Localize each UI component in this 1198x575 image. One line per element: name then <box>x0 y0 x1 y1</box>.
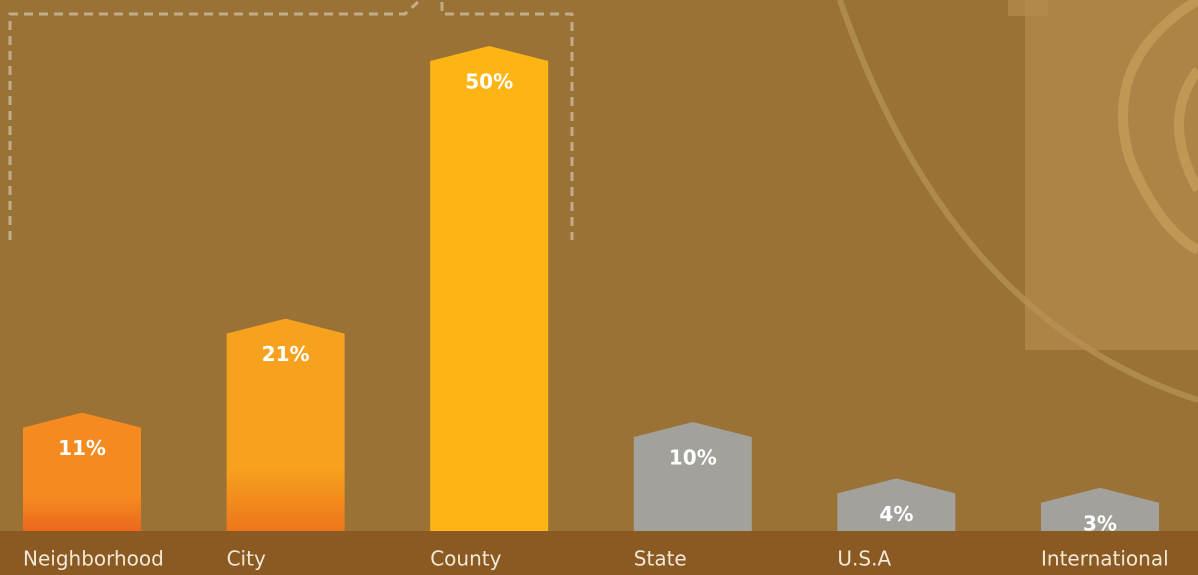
bar <box>633 422 752 531</box>
category-label: U.S.A <box>837 547 891 571</box>
decor-arc <box>837 0 1198 403</box>
decor-dashed-frame <box>8 0 574 240</box>
bar-shade <box>226 318 345 531</box>
bar-shade <box>23 412 141 531</box>
value-label: 3% <box>1083 511 1117 535</box>
category-label: State <box>634 547 687 571</box>
bar <box>837 478 956 531</box>
decor-tab <box>1008 0 1048 16</box>
ground-strip <box>0 531 1198 575</box>
category-label: City <box>227 547 266 571</box>
decor-panel <box>1025 0 1198 350</box>
bar <box>430 46 549 531</box>
value-label: 50% <box>465 70 513 94</box>
decor-arc <box>1118 0 1198 255</box>
bar <box>1041 487 1159 531</box>
decor-arc <box>1174 66 1198 193</box>
value-label: 4% <box>879 502 913 526</box>
value-label: 10% <box>669 446 717 470</box>
category-label: International <box>1041 547 1169 571</box>
value-label: 11% <box>58 436 106 460</box>
category-label: Neighborhood <box>23 547 164 571</box>
category-label: County <box>430 547 501 571</box>
value-label: 21% <box>262 342 310 366</box>
